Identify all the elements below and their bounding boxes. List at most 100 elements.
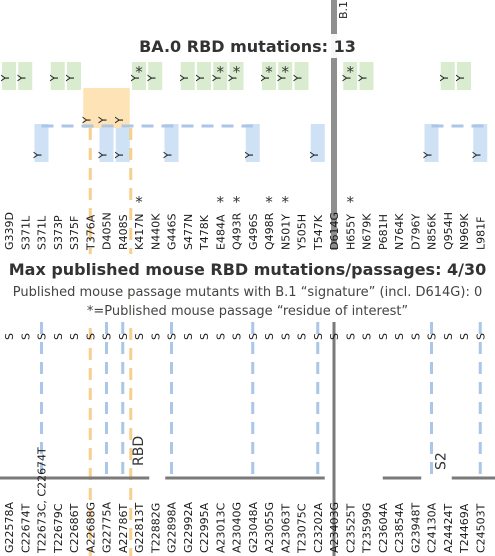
aa-label: G446S xyxy=(166,213,179,250)
nt-label: A23013C xyxy=(214,502,227,553)
top-hit-block xyxy=(457,62,471,90)
nt-label: C24130A xyxy=(426,502,439,553)
top-star-mark: * xyxy=(135,63,143,81)
nt-label: A22786T xyxy=(117,503,130,553)
s-mark: S xyxy=(36,333,49,340)
s-mark: S xyxy=(133,333,146,340)
nt-label: T23075C xyxy=(296,503,309,554)
s-mark: S xyxy=(247,333,260,340)
mid-hit-block xyxy=(310,124,325,162)
top-hit-block xyxy=(294,62,309,90)
nt-label: C23604A xyxy=(377,502,390,553)
s-mark: S xyxy=(458,333,471,340)
s-mark: S xyxy=(474,333,487,340)
aa-star-mark: * xyxy=(347,193,355,211)
top-star-mark: * xyxy=(217,63,225,81)
s-mark: S xyxy=(409,333,422,340)
title-band xyxy=(0,34,495,58)
aa-label: E484A xyxy=(214,214,227,250)
mid-yes-mark: Y xyxy=(243,151,256,159)
top-hit-block xyxy=(359,62,374,90)
aa-label: T376A xyxy=(84,214,97,251)
s-mark: S xyxy=(377,333,390,340)
lineage-label: B.1 xyxy=(337,1,350,19)
orange-yes-mark: Y xyxy=(97,116,110,124)
nt-label: A23055G xyxy=(263,502,276,553)
aa-label: P681H xyxy=(377,214,390,250)
top-yes-mark: Y xyxy=(48,74,61,82)
mid-hit-block xyxy=(99,124,114,162)
s-mark: S xyxy=(101,333,114,340)
nt-label: G23948T xyxy=(409,502,422,553)
aa-label: H655Y xyxy=(344,214,357,250)
mid-panel-line1: Published mouse passage mutants with B.1… xyxy=(12,285,483,300)
aa-label: G496S xyxy=(247,213,260,250)
s-mark: S xyxy=(426,333,439,340)
mid-band xyxy=(0,254,495,322)
top-star-mark: * xyxy=(282,63,290,81)
nt-label: A24424T xyxy=(442,503,455,553)
top-yes-mark: Y xyxy=(145,74,158,82)
mid-yes-mark: Y xyxy=(97,151,110,159)
aa-label: N440K xyxy=(149,213,162,250)
nt-label: C22995A xyxy=(198,502,211,553)
top-star-mark: * xyxy=(347,63,355,81)
aa-star-mark: * xyxy=(265,193,273,211)
aa-label: Y505H xyxy=(296,214,309,251)
aa-label: D405N xyxy=(101,212,114,250)
top-hit-block xyxy=(50,62,65,90)
top-hit-block xyxy=(213,62,228,90)
aa-label: N764K xyxy=(393,213,406,250)
s-mark: S xyxy=(149,333,162,340)
aa-label: S371L xyxy=(19,215,32,250)
orange-yes-mark: Y xyxy=(113,116,126,124)
top-yes-mark: Y xyxy=(259,74,272,82)
mid-yes-mark: Y xyxy=(32,151,45,159)
s-mark: S xyxy=(231,333,244,340)
top-hit-block xyxy=(262,62,276,90)
mid-hit-block xyxy=(424,124,439,162)
top-yes-mark: Y xyxy=(454,74,467,82)
aa-star-mark: * xyxy=(282,193,290,211)
aa-label: N501Y xyxy=(279,214,292,250)
s-mark: S xyxy=(296,333,309,340)
aa-label: K417N xyxy=(133,214,146,250)
top-panel-title: BA.0 RBD mutations: 13 xyxy=(139,37,356,56)
aa-label: G339D xyxy=(3,212,16,250)
mid-hit-block xyxy=(115,124,130,162)
mid-yes-mark: Y xyxy=(422,151,435,159)
orange-block xyxy=(83,88,130,128)
top-hit-block xyxy=(2,62,16,90)
mid-hit-block xyxy=(164,124,179,162)
aa-label: S375F xyxy=(68,216,81,250)
aa-label: S371L xyxy=(36,215,49,250)
nt-label: T23599G xyxy=(361,503,374,554)
nt-label: C23525T xyxy=(344,503,357,553)
s-mark: S xyxy=(68,333,81,340)
s-mark: S xyxy=(263,333,276,340)
aa-label: Q498R xyxy=(263,212,276,250)
mid-yes-mark: Y xyxy=(470,151,483,159)
top-star-mark: * xyxy=(265,63,273,81)
top-hit-block xyxy=(18,62,33,90)
s-mark: S xyxy=(214,333,227,340)
nt-label: G22578A xyxy=(3,501,16,553)
aa-label: S477N xyxy=(182,214,195,250)
s-mark: S xyxy=(198,333,211,340)
s-mark: S xyxy=(442,333,455,340)
nt-label: T22673C, C22674T xyxy=(36,447,49,554)
s-mark: S xyxy=(117,333,130,340)
aa-label: D796Y xyxy=(409,214,422,250)
top-yes-mark: Y xyxy=(227,74,240,82)
s-mark: S xyxy=(52,333,65,340)
nt-label: G22898A xyxy=(166,501,179,553)
mid-panel-title: Max published mouse RBD mutations/passag… xyxy=(8,260,487,279)
nt-label: G22992A xyxy=(182,501,195,553)
region-label-s2: S2 xyxy=(434,452,450,470)
top-yes-mark: Y xyxy=(292,74,305,82)
s-mark: S xyxy=(84,333,97,340)
s-mark: S xyxy=(3,333,16,340)
aa-label: N679K xyxy=(361,213,374,250)
aa-star-mark: * xyxy=(135,193,143,211)
top-yes-mark: Y xyxy=(15,74,28,82)
